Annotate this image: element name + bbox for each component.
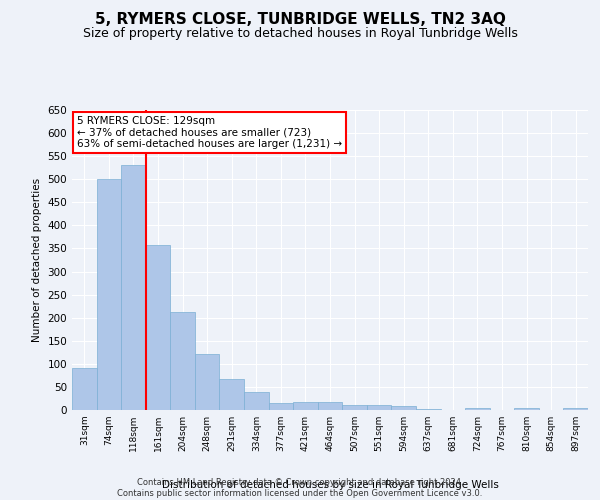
Bar <box>195 354 220 410</box>
Text: 5, RYMERS CLOSE, TUNBRIDGE WELLS, TN2 3AQ: 5, RYMERS CLOSE, TUNBRIDGE WELLS, TN2 3A… <box>95 12 505 28</box>
Bar <box>293 402 318 410</box>
Bar <box>244 392 269 410</box>
Bar <box>170 312 195 410</box>
Bar <box>563 408 588 410</box>
Y-axis label: Number of detached properties: Number of detached properties <box>32 178 42 342</box>
Bar <box>121 166 146 410</box>
Text: Distribution of detached houses by size in Royal Tunbridge Wells: Distribution of detached houses by size … <box>161 480 499 490</box>
Bar <box>342 406 367 410</box>
Bar <box>514 408 539 410</box>
Text: Size of property relative to detached houses in Royal Tunbridge Wells: Size of property relative to detached ho… <box>83 28 517 40</box>
Text: 5 RYMERS CLOSE: 129sqm
← 37% of detached houses are smaller (723)
63% of semi-de: 5 RYMERS CLOSE: 129sqm ← 37% of detached… <box>77 116 342 149</box>
Bar <box>465 408 490 410</box>
Bar <box>391 406 416 410</box>
Bar <box>416 409 440 410</box>
Bar <box>97 179 121 410</box>
Bar <box>220 379 244 410</box>
Bar <box>146 245 170 410</box>
Bar <box>318 402 342 410</box>
Bar <box>269 403 293 410</box>
Text: Contains HM Land Registry data © Crown copyright and database right 2024.
Contai: Contains HM Land Registry data © Crown c… <box>118 478 482 498</box>
Bar <box>367 405 391 410</box>
Bar <box>72 368 97 410</box>
